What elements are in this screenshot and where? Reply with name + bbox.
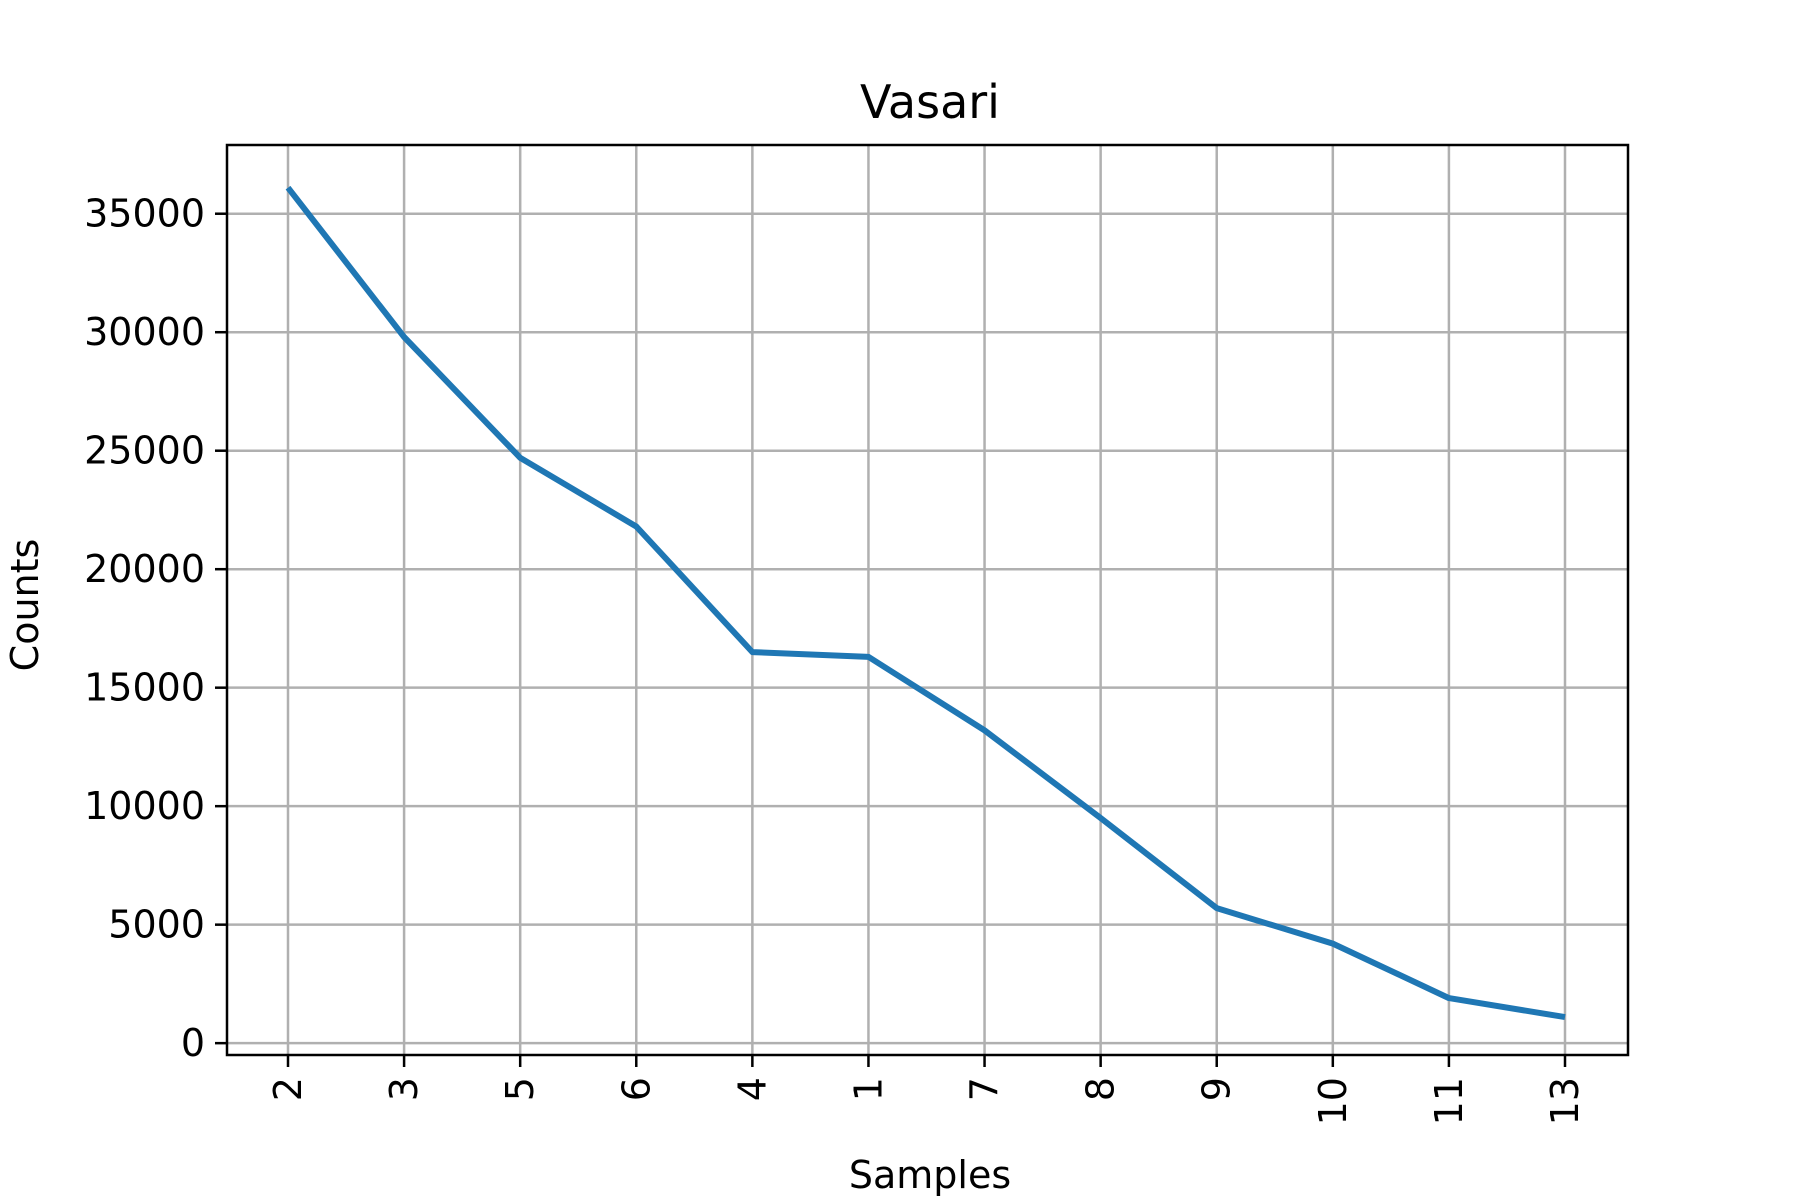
x-tick-label: 3	[382, 1077, 426, 1101]
x-axis-title: Samples	[849, 1153, 1011, 1197]
x-tick-label: 7	[963, 1077, 1007, 1101]
x-tick-label: 5	[498, 1077, 542, 1101]
x-tick-label: 4	[730, 1077, 774, 1101]
series-line	[285, 185, 1566, 1021]
y-axis: 0 5000 10000 15000 20000 25000 30000 35000	[84, 192, 227, 1065]
x-tick-label: 2	[266, 1077, 310, 1101]
x-axis: 2 3 5 6 4 1 7 8 9 10 11 13	[266, 1055, 1587, 1125]
x-tick-label: 1	[846, 1077, 890, 1101]
y-tick-label: 0	[181, 1021, 205, 1065]
y-tick-label: 35000	[84, 192, 205, 236]
series-layer	[285, 185, 1566, 1021]
y-tick-label: 5000	[108, 903, 205, 947]
y-tick-label: 15000	[84, 666, 205, 710]
grid	[227, 145, 1628, 1055]
x-tick-label: 9	[1195, 1077, 1239, 1101]
y-tick-label: 25000	[84, 429, 205, 473]
x-tick-label: 6	[614, 1077, 658, 1101]
y-axis-title: Counts	[3, 539, 47, 672]
x-tick-label: 13	[1543, 1077, 1587, 1125]
y-tick-label: 20000	[84, 547, 205, 591]
x-tick-label: 10	[1311, 1077, 1355, 1125]
y-tick-label: 30000	[84, 310, 205, 354]
x-tick-label: 8	[1079, 1077, 1123, 1101]
y-tick-label: 10000	[84, 784, 205, 828]
chart-title: Vasari	[860, 75, 1000, 129]
plot-frame	[225, 143, 1630, 1057]
x-tick-label: 11	[1427, 1077, 1471, 1125]
